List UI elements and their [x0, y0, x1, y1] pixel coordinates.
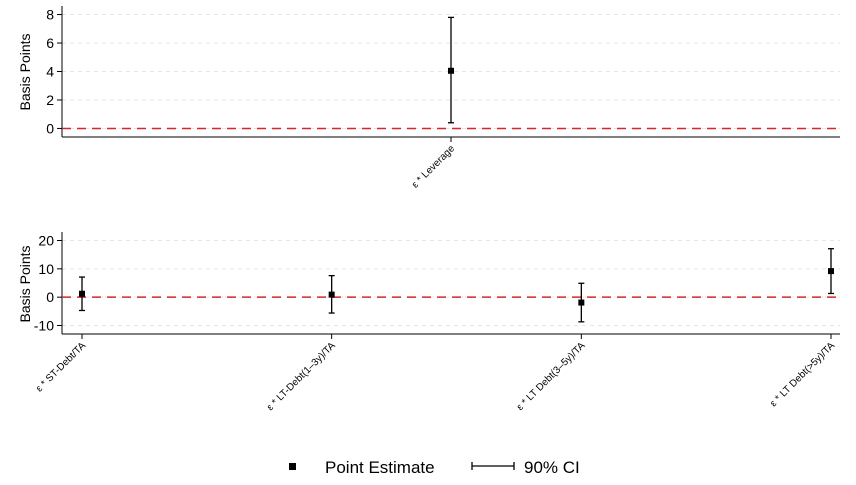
legend: Point Estimate 90% CI [289, 458, 580, 477]
category-label: ε * LT Debt(>5y)/TA [768, 340, 837, 409]
y-tick-label: 0 [46, 289, 54, 305]
y-tick-label: 8 [46, 7, 54, 23]
panel-2: -10 0 10 20 Basis Points ε * ST-Debt/TA ε * LT… [17, 232, 840, 413]
category-label: ε * Leverage [410, 143, 457, 190]
y-tick-label: -10 [34, 318, 54, 334]
panel-1: 0 2 4 6 8 Basis Points ε * Leverage [17, 6, 840, 190]
y-axis-title: Basis Points [17, 245, 33, 322]
point-estimate-marker [328, 291, 335, 298]
point-estimate-marker [79, 290, 85, 297]
category-label: ε * LT-Debt(1–3y)/TA [265, 340, 338, 413]
y-tick-label: 6 [46, 35, 54, 51]
y-tick-label: 10 [38, 261, 54, 277]
point-estimate-marker [578, 299, 585, 306]
category-label: ε * LT Debt(3–5y)/TA [515, 340, 588, 413]
y-tick-label: 0 [46, 120, 54, 136]
point-estimate-marker [448, 67, 454, 74]
y-tick-label: 20 [38, 233, 54, 249]
y-tick-label: 4 [46, 64, 54, 80]
y-axis-title: Basis Points [17, 33, 33, 110]
legend-point-estimate-label: Point Estimate [325, 458, 435, 477]
legend-point-estimate-icon [289, 463, 296, 470]
category-label: ε * ST-Debt/TA [34, 340, 88, 394]
y-tick-label: 2 [46, 92, 54, 108]
point-estimate-marker [828, 268, 834, 275]
legend-ci-label: 90% CI [524, 458, 580, 477]
